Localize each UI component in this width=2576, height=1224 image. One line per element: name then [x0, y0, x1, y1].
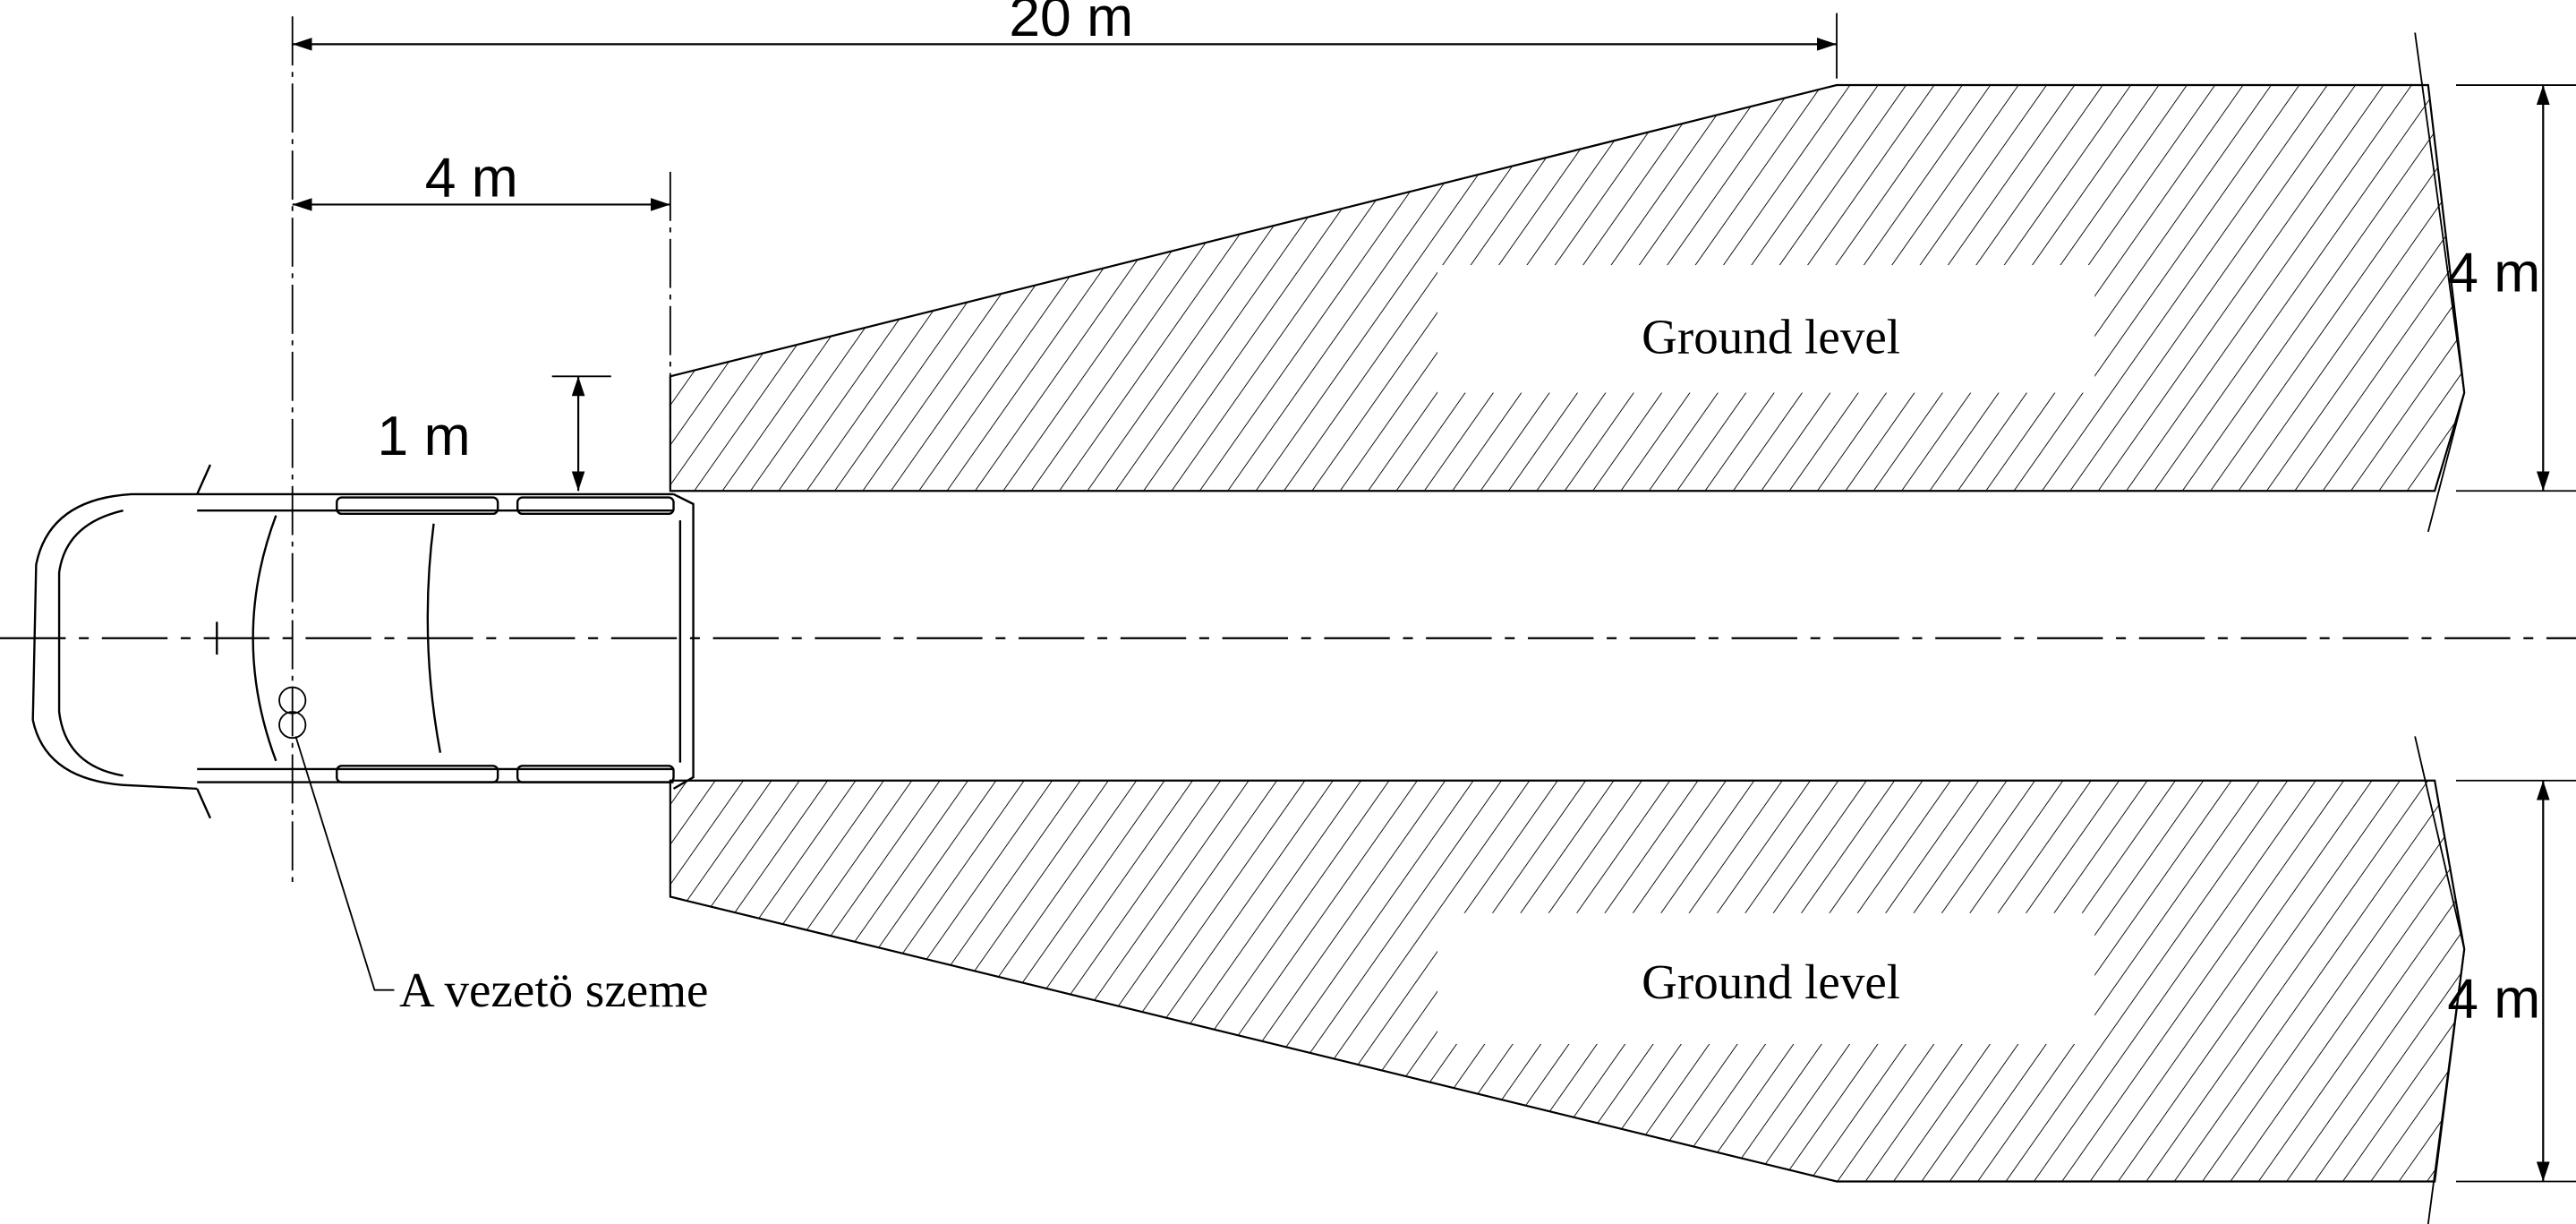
van-outline	[31, 464, 695, 819]
upper-width-label: 4 m	[2447, 242, 2540, 304]
lower-zone-label: Ground level	[1642, 954, 1900, 1009]
upper-break-line	[2414, 32, 2466, 533]
driver-eye-icon	[278, 686, 307, 715]
lower-width-label: 4 m	[2447, 969, 2540, 1031]
driver-eye-label: A vezetö szeme	[399, 963, 708, 1017]
dimension-20m-label: 20 m	[1009, 0, 1133, 48]
dimension-4m-label: 4 m	[425, 147, 518, 209]
lower-break-line	[2414, 736, 2466, 1224]
driver-eye-leader	[294, 736, 395, 991]
dimension-1m-label: 1 m	[378, 406, 471, 467]
upper-zone-label: Ground level	[1642, 310, 1900, 364]
